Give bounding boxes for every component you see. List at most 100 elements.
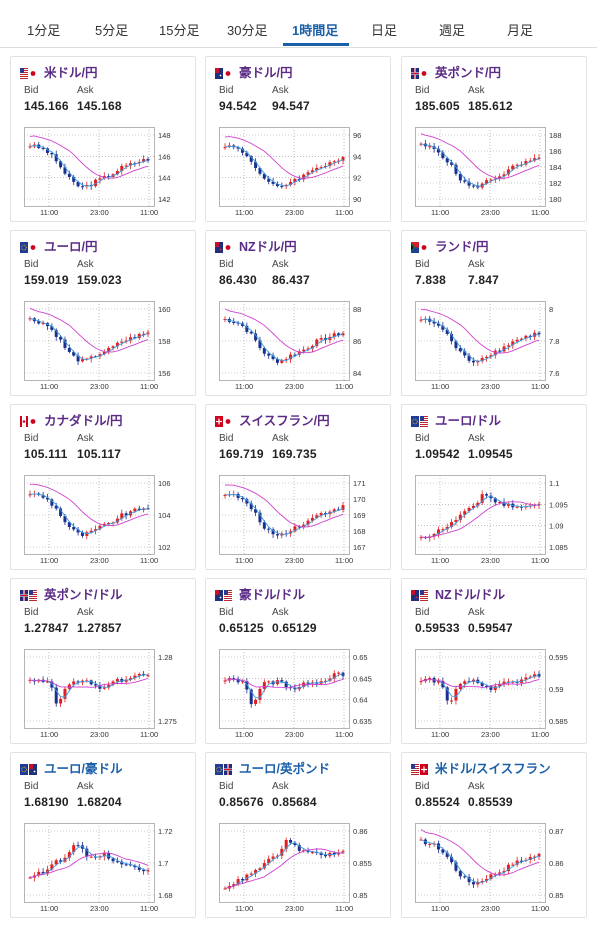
- short-moving-average: [224, 145, 344, 187]
- candle: [467, 876, 471, 883]
- tab-15min[interactable]: 15分足: [159, 23, 200, 38]
- candle: [493, 686, 497, 690]
- currency-card[interactable]: 米ドル/スイスフラン Bid Ask 0.85524 0.85539 0.87 0.86 0.…: [401, 752, 587, 918]
- candle: [258, 512, 262, 523]
- currency-pair-name[interactable]: 英ポンド/円: [435, 66, 501, 80]
- candle: [146, 675, 150, 677]
- tab-1min[interactable]: 1分足: [27, 23, 61, 38]
- candle: [37, 321, 41, 324]
- currency-card[interactable]: NZドル/ドル Bid Ask 0.59533 0.59547 0.595 0.59 0.58…: [401, 578, 587, 744]
- currency-pair-name[interactable]: ユーロ/ドル: [435, 414, 501, 428]
- currency-pair-name[interactable]: スイスフラン/円: [239, 414, 330, 428]
- long-moving-average: [420, 133, 540, 180]
- candle: [454, 519, 458, 523]
- candle: [107, 684, 111, 688]
- currency-pair-name[interactable]: 米ドル/円: [44, 66, 98, 80]
- candle: [45, 148, 49, 153]
- candle: [289, 181, 293, 185]
- candle: [502, 871, 506, 873]
- currency-card[interactable]: 豪ドル/ドル Bid Ask 0.65125 0.65129 0.65 0.645 0.64 0…: [205, 578, 391, 744]
- currency-pair-name[interactable]: 米ドル/スイスフラン: [435, 762, 551, 776]
- candle: [67, 173, 71, 177]
- x-tick-label: 11:00: [40, 730, 58, 739]
- candle: [107, 523, 111, 525]
- long-moving-average: [29, 307, 149, 353]
- currency-card[interactable]: ユーロ/英ポンド Bid Ask 0.85676 0.85684 0.86 0.855 0.8…: [205, 752, 391, 918]
- ask-label: Ask: [468, 433, 485, 444]
- ask-price: 1.68204: [77, 795, 122, 809]
- y-tick-label: 0.65: [353, 653, 368, 662]
- currency-card[interactable]: ユーロ/ドル Bid Ask 1.09542 1.09545 1.1 1.095 1.09 1.…: [401, 404, 587, 570]
- long-moving-average: [29, 852, 149, 879]
- x-tick-label: 11:00: [531, 382, 549, 391]
- y-tick-label: 144: [158, 174, 171, 183]
- bid-price: 159.019: [24, 273, 69, 287]
- currency-card[interactable]: 英ポンド/ドル Bid Ask 1.27847 1.27857 1.28 1.275 11:0…: [10, 578, 196, 744]
- currency-card[interactable]: 豪ドル/円 Bid Ask 94.542 94.547 96 94 92 90 11:00 23:0…: [205, 56, 391, 222]
- currency-card[interactable]: 米ドル/円 Bid Ask 145.166 145.168 148 146 144 142 11:…: [10, 56, 196, 222]
- candle: [45, 681, 49, 683]
- candle: [72, 176, 76, 182]
- currency-card[interactable]: スイスフラン/円 Bid Ask 169.719 169.735 171 170 169 168…: [205, 404, 391, 570]
- currency-card[interactable]: ユーロ/円 Bid Ask 159.019 159.023 160 158 156 11:00 2…: [10, 230, 196, 396]
- short-moving-average: [224, 842, 344, 889]
- x-tick-label: 11:00: [531, 556, 549, 565]
- tab-monthly[interactable]: 月足: [507, 23, 534, 38]
- candle: [537, 674, 541, 677]
- candle: [102, 852, 106, 857]
- candle: [262, 348, 266, 354]
- candle: [436, 529, 440, 535]
- candle: [441, 325, 445, 330]
- currency-pair-name[interactable]: 豪ドル/ドル: [239, 588, 305, 602]
- currency-pair-name[interactable]: カナダドル/円: [44, 414, 123, 428]
- tab-daily[interactable]: 日足: [371, 23, 398, 38]
- bid-label: Bid: [219, 607, 234, 618]
- candle: [72, 845, 76, 853]
- candle: [315, 167, 319, 171]
- candle: [254, 869, 258, 874]
- candle: [80, 532, 84, 536]
- currency-pair-name[interactable]: ランド/円: [435, 240, 489, 254]
- short-moving-average: [29, 317, 149, 361]
- x-tick-label: 11:00: [335, 730, 353, 739]
- candle: [450, 162, 454, 165]
- currency-pair-name[interactable]: ユーロ/豪ドル: [44, 762, 123, 776]
- currency-pair-name[interactable]: ユーロ/英ポンド: [239, 762, 330, 776]
- candle: [284, 840, 288, 849]
- tab-weekly[interactable]: 週足: [439, 23, 466, 38]
- candle: [306, 172, 310, 175]
- candle: [271, 181, 275, 184]
- currency-card[interactable]: カナダドル/円 Bid Ask 105.111 105.117 106 104 102 11:0…: [10, 404, 196, 570]
- y-tick-label: 171: [353, 479, 366, 488]
- ask-price: 145.168: [77, 99, 122, 113]
- candle: [450, 856, 454, 863]
- ask-label: Ask: [272, 85, 289, 96]
- candle: [115, 861, 119, 863]
- y-tick-label: 188: [549, 131, 562, 140]
- candle: [267, 528, 271, 530]
- tab-30min[interactable]: 30分足: [227, 23, 268, 38]
- tab-5min[interactable]: 5分足: [95, 23, 129, 38]
- candle: [124, 340, 128, 342]
- candle: [94, 684, 98, 686]
- candle: [258, 688, 262, 700]
- currency-pair-name[interactable]: 英ポンド/ドル: [44, 588, 123, 602]
- bid-label: Bid: [415, 433, 430, 444]
- tab-1hour[interactable]: 1時間足: [292, 23, 339, 38]
- currency-pair-name[interactable]: NZドル/ドル: [435, 588, 506, 602]
- candle: [63, 688, 67, 699]
- candle: [284, 681, 288, 688]
- candle: [332, 333, 336, 337]
- currency-pair-name[interactable]: NZドル/円: [239, 240, 297, 254]
- y-tick-label: 0.85: [549, 891, 564, 900]
- currency-card[interactable]: NZドル/円 Bid Ask 86.430 86.437 88 86 84 11:00 23:00…: [205, 230, 391, 396]
- currency-card[interactable]: ランド/円 Bid Ask 7.838 7.847 8 7.8 7.6 11:00 23:00 11…: [401, 230, 587, 396]
- currency-pair-name[interactable]: ユーロ/円: [44, 240, 98, 254]
- candle: [85, 848, 89, 857]
- ask-price: 0.59547: [468, 621, 513, 635]
- currency-card[interactable]: 英ポンド/円 Bid Ask 185.605 185.612 188 186 184 182 18…: [401, 56, 587, 222]
- candle: [293, 687, 297, 690]
- candle: [489, 495, 493, 499]
- currency-pair-name[interactable]: 豪ドル/円: [239, 66, 293, 80]
- currency-card[interactable]: ユーロ/豪ドル Bid Ask 1.68190 1.68204 1.72 1.7 1.68 11…: [10, 752, 196, 918]
